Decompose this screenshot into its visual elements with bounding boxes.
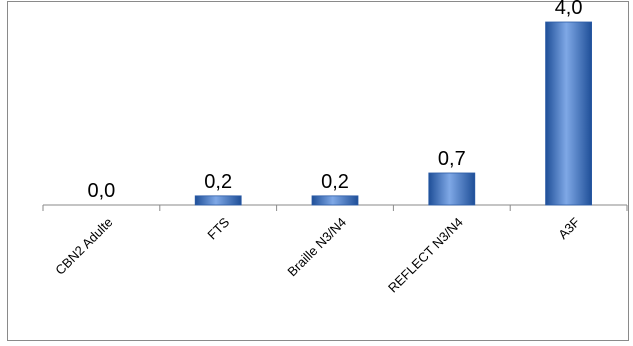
chart-area [7,1,629,341]
x-tick-label-3: Braille N3/N4 [284,215,349,280]
data-label-4: 0,7 [438,148,466,170]
bar-4 [428,172,476,206]
data-label-5: 4,0 [555,0,583,19]
x-tick-label-2: FTS [204,214,232,242]
x-tick-label-5: A3F [555,214,583,242]
data-label-3: 0,2 [321,171,349,193]
bar-5 [545,21,592,206]
data-label-2: 0,2 [204,171,232,193]
bar-2 [194,195,242,206]
bar-3 [311,195,359,206]
x-tick-label-4: REFLECT N3/N4 [385,215,466,296]
x-tick-label-1: CBN2 Adulte [52,215,115,278]
data-label-1: 0,0 [87,180,115,202]
